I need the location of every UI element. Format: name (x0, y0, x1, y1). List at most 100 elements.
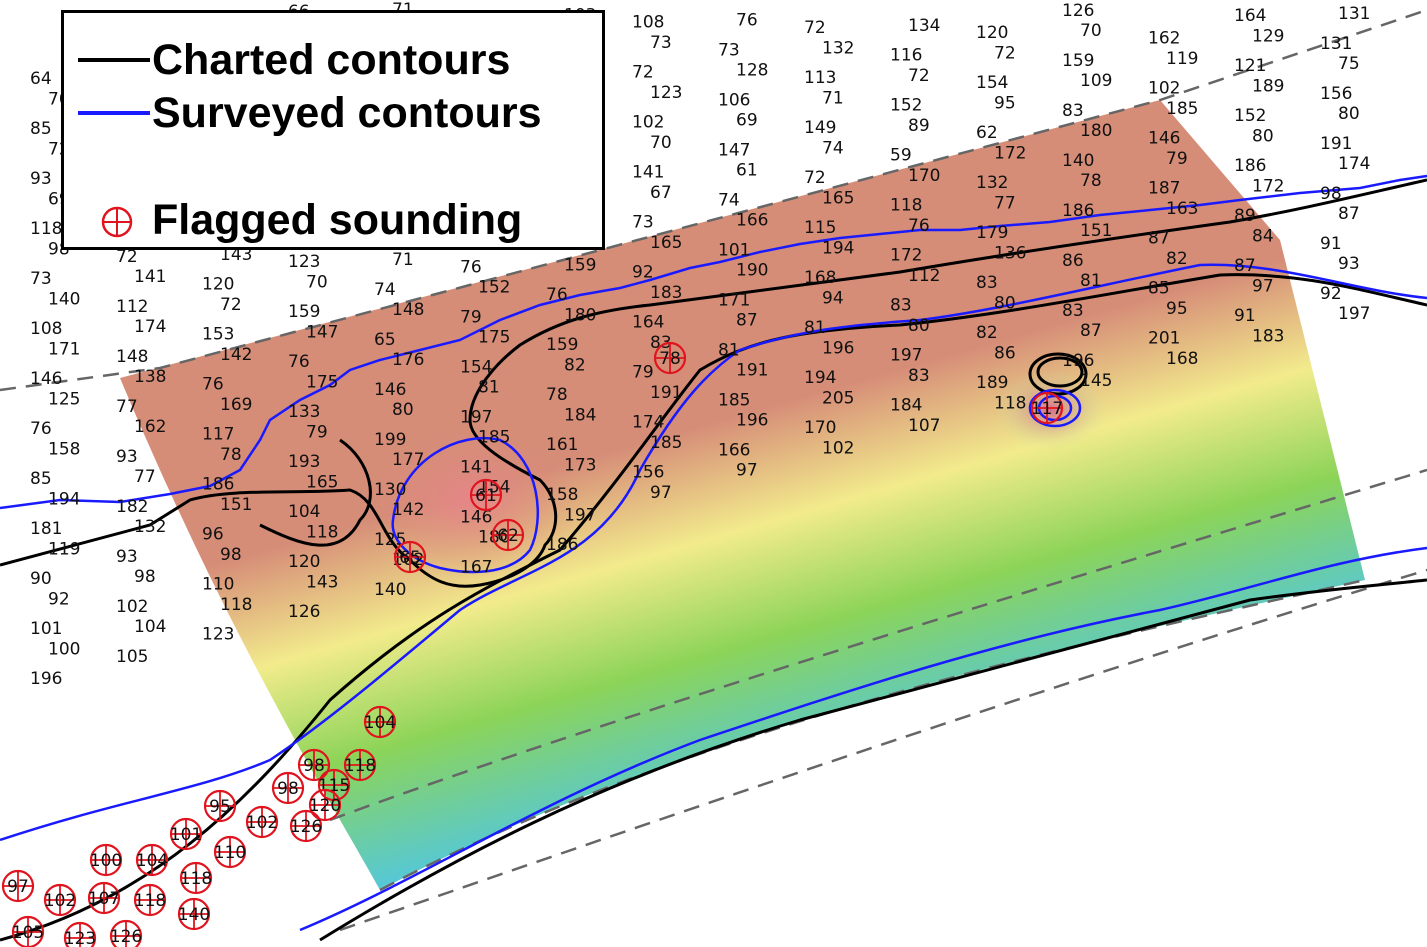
sounding-label: 92 (1320, 284, 1342, 304)
flagged-sounding[interactable]: 118 (180, 861, 212, 895)
flagged-sounding[interactable]: 95 (203, 789, 237, 823)
flagged-sounding[interactable]: 98 (297, 748, 331, 782)
sounding-label: 76 (908, 216, 930, 236)
sounding-label: 98 (134, 567, 156, 587)
sounding-label: 79 (306, 422, 328, 442)
sounding-label: 131 (1338, 4, 1370, 24)
sounding-label: 76 (736, 11, 758, 31)
sounding-label: 162 (392, 550, 424, 570)
sounding-label: 201 (1148, 329, 1180, 349)
flagged-sounding[interactable]: 117 (1031, 391, 1063, 425)
flagged-sounding[interactable]: 110 (214, 835, 246, 869)
flagged-sounding[interactable]: 105 (12, 915, 44, 947)
flagged-sounding-value: 98 (303, 756, 325, 776)
sounding-label: 126 (1062, 1, 1094, 21)
flagged-sounding-value: 123 (64, 929, 96, 947)
sounding-label: 89 (1234, 206, 1256, 226)
sounding-label: 79 (1166, 149, 1188, 169)
sounding-label: 196 (736, 411, 768, 431)
legend-surveyed-label: Surveyed contours (152, 89, 542, 137)
flagged-sounding[interactable]: 120 (309, 788, 341, 822)
sounding-label: 159 (288, 302, 320, 322)
flagged-sounding[interactable]: 104 (364, 705, 396, 739)
sounding-label: 83 (1062, 101, 1084, 121)
flagged-sounding-value: 100 (90, 851, 122, 871)
flagged-sounding[interactable]: 98 (271, 771, 305, 805)
sounding-label: 185 (650, 433, 682, 453)
flagged-sounding[interactable]: 102 (44, 883, 76, 917)
sounding-label: 151 (1080, 221, 1112, 241)
sounding-label: 81 (804, 318, 826, 338)
sounding-label: 132 (822, 38, 854, 58)
sounding-label: 97 (736, 461, 758, 481)
sounding-label: 164 (632, 313, 664, 333)
sounding-label: 83 (1062, 301, 1084, 321)
sounding-label: 102 (1148, 79, 1180, 99)
sounding-label: 176 (392, 350, 424, 370)
sounding-label: 102 (116, 597, 148, 617)
flagged-sounding-value: 118 (344, 756, 376, 776)
flagged-sounding[interactable]: 107 (88, 881, 120, 915)
sounding-label: 165 (650, 233, 682, 253)
sounding-label: 123 (288, 252, 320, 272)
sounding-label: 191 (736, 361, 768, 381)
sounding-label: 165 (822, 188, 854, 208)
flagged-sounding[interactable]: 140 (178, 897, 210, 931)
sounding-label: 194 (48, 490, 80, 510)
flagged-sounding[interactable]: 101 (170, 817, 202, 851)
flagged-sounding[interactable]: 97 (1, 869, 35, 903)
flagged-sounding[interactable]: 118 (344, 748, 376, 782)
flagged-sounding-value: 118 (180, 869, 212, 889)
legend-flagged-label: Flagged sounding (152, 196, 523, 244)
sounding-label: 148 (116, 347, 148, 367)
sounding-label: 180 (564, 305, 596, 325)
legend-flagged: Flagged sounding (64, 195, 602, 245)
sounding-label: 152 (890, 96, 922, 116)
sounding-label: 149 (804, 118, 836, 138)
sounding-label: 95 (994, 94, 1016, 114)
sounding-label: 172 (1252, 176, 1284, 196)
map-legend: Charted contours Surveyed contours Flagg… (61, 10, 605, 250)
sounding-label: 108 (632, 13, 664, 33)
sounding-label: 128 (736, 61, 768, 81)
flagged-sounding-value: 140 (178, 905, 210, 925)
flagged-sounding[interactable]: 65 (393, 540, 427, 574)
sounding-label: 132 (134, 517, 166, 537)
sounding-label: 143 (306, 572, 338, 592)
flagged-sounding-value: 102 (246, 813, 278, 833)
flagged-sounding-value: 61 (475, 486, 497, 506)
sounding-label: 116 (890, 46, 922, 66)
sounding-label: 91 (1234, 306, 1256, 326)
sounding-label: 156 (632, 463, 664, 483)
sounding-label: 179 (976, 223, 1008, 243)
flagged-sounding[interactable]: 102 (246, 805, 278, 839)
sounding-label: 61 (736, 161, 758, 181)
flagged-sounding-value: 117 (1031, 399, 1063, 419)
flagged-sounding[interactable]: 61 (469, 478, 503, 512)
sounding-label: 184 (564, 405, 596, 425)
flagged-sounding[interactable]: 126 (110, 919, 142, 947)
flagged-sounding[interactable]: 126 (290, 809, 322, 843)
sounding-label: 136 (994, 244, 1026, 264)
legend-charted: Charted contours (64, 35, 602, 85)
flagged-sounding[interactable]: 100 (90, 843, 122, 877)
sounding-label: 89 (908, 116, 930, 136)
sounding-label: 118 (306, 522, 338, 542)
sounding-label: 72 (116, 247, 138, 267)
flagged-sounding[interactable]: 118 (134, 883, 166, 917)
sounding-label: 80 (392, 400, 414, 420)
flagged-sounding[interactable]: 104 (136, 843, 168, 877)
sounding-label: 205 (822, 388, 854, 408)
sounding-label: 59 (890, 146, 912, 166)
sounding-label: 162 (1148, 29, 1180, 49)
flagged-sounding[interactable]: 78 (653, 341, 687, 375)
sounding-label: 170 (804, 418, 836, 438)
flagged-sounding-value: 62 (497, 526, 519, 546)
sounding-label: 62 (976, 123, 998, 143)
sounding-label: 185 (1166, 99, 1198, 119)
flagged-sounding[interactable]: 62 (491, 518, 525, 552)
sounding-label: 83 (890, 296, 912, 316)
sounding-label: 133 (288, 402, 320, 422)
flagged-sounding[interactable]: 123 (64, 921, 96, 947)
sounding-label: 161 (546, 435, 578, 455)
